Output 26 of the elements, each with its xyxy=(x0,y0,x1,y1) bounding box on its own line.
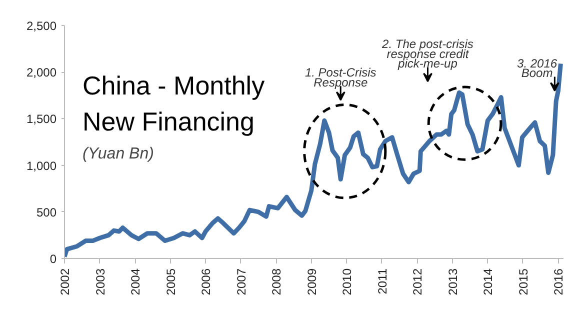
x-tick-label: 2015 xyxy=(516,268,530,296)
annotation: 3. 2016 Boom xyxy=(517,56,558,80)
x-tick-label: 2008 xyxy=(270,268,284,296)
y-tick-label: 2,500 xyxy=(26,19,57,33)
x-tick-label: 2009 xyxy=(304,268,319,296)
text: China - Monthly New Financing xyxy=(82,70,265,136)
text: (Yuan Bn) xyxy=(82,146,154,162)
x-tick-label: 2010 xyxy=(340,268,354,296)
x-tick-label: 2006 xyxy=(199,268,214,296)
y-tick-label: 1,500 xyxy=(26,112,57,126)
x-tick-label: 2016 xyxy=(552,268,566,296)
y-tick-label: 1,000 xyxy=(26,158,57,173)
x-tick-label: 2012 xyxy=(410,268,425,296)
x-tick-label: 2004 xyxy=(128,268,143,296)
x-tick-label: 2002 xyxy=(58,268,72,296)
x-tick-label: 2005 xyxy=(164,268,178,296)
y-tick-label: 0 xyxy=(50,252,57,266)
y-tick-label: 2,000 xyxy=(26,66,57,80)
annotation: 2. The post-crisis response credit pick-me-up xyxy=(381,37,474,71)
annotation: 1. Post-Crisis Response xyxy=(304,66,376,90)
x-tick-label: 2003 xyxy=(93,268,108,296)
x-tick-label: 2011 xyxy=(375,268,390,294)
x-tick-label: 2014 xyxy=(481,268,496,296)
x-tick-label: 2013 xyxy=(446,268,460,296)
y-tick-label: 500 xyxy=(36,205,57,220)
x-tick-label: 2007 xyxy=(234,268,248,296)
